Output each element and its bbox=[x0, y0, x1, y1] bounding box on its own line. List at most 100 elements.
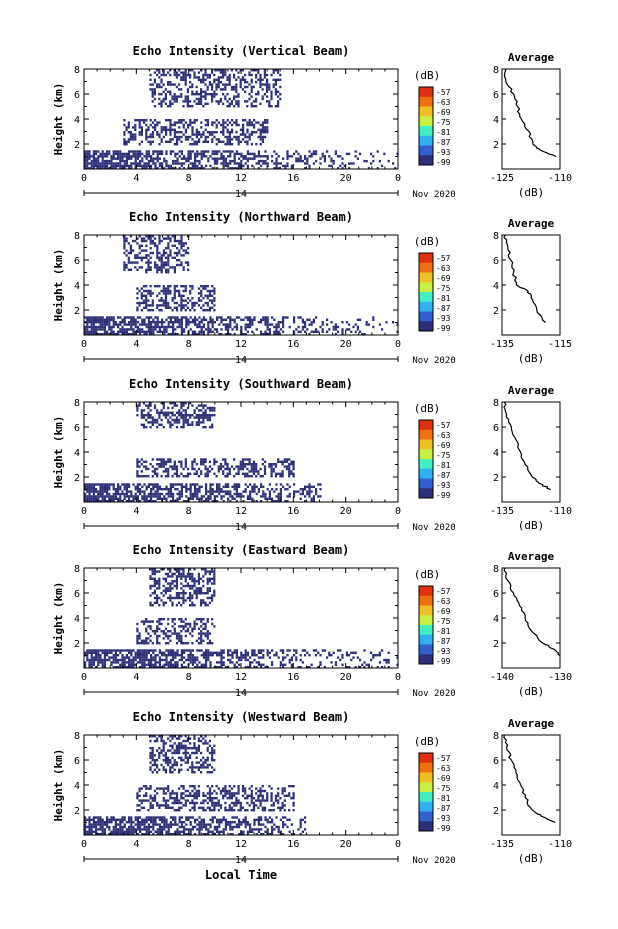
heatmap-cell bbox=[156, 418, 159, 422]
heatmap-cell bbox=[198, 325, 201, 329]
heatmap-cell bbox=[171, 235, 174, 238]
heatmap-cell bbox=[226, 128, 229, 131]
heatmap-cell bbox=[184, 299, 187, 302]
heatmap-cell bbox=[95, 330, 98, 333]
heatmap-cell bbox=[211, 88, 214, 91]
heatmap-cell bbox=[184, 580, 187, 583]
heatmap-cell bbox=[88, 821, 91, 824]
heatmap-cell bbox=[160, 423, 163, 426]
heatmap-cell bbox=[235, 167, 238, 170]
x-tick-label: 8 bbox=[186, 173, 192, 184]
heatmap-cell bbox=[123, 164, 126, 168]
heatmap-cell bbox=[180, 426, 183, 429]
heatmap-cell bbox=[125, 157, 128, 160]
heatmap-cell bbox=[84, 333, 87, 336]
y-tick-label: 2 bbox=[74, 473, 80, 484]
heatmap-cell bbox=[242, 157, 245, 160]
colorbar-band bbox=[419, 301, 433, 312]
heatmap-cell bbox=[167, 823, 170, 826]
heatmap-cell bbox=[211, 85, 214, 89]
heatmap-cell bbox=[86, 328, 89, 331]
heatmap-cell bbox=[134, 492, 137, 496]
heatmap-cell bbox=[200, 95, 203, 98]
heatmap-cell bbox=[101, 164, 104, 168]
heatmap-cell bbox=[125, 500, 128, 503]
panel-4: Echo Intensity (Eastward Beam)2468Height… bbox=[52, 543, 572, 699]
heatmap-cell bbox=[312, 162, 315, 165]
heatmap-cell bbox=[240, 492, 243, 496]
heatmap-cell bbox=[187, 251, 190, 255]
heatmap-cell bbox=[130, 495, 133, 498]
heatmap-cell bbox=[253, 649, 256, 652]
heatmap-cell bbox=[139, 661, 142, 664]
heatmap-cell bbox=[261, 126, 264, 129]
heatmap-cell bbox=[180, 406, 183, 410]
heatmap-cell bbox=[149, 587, 152, 590]
heatmap-cell bbox=[101, 152, 104, 156]
heatmap-cell bbox=[108, 497, 111, 500]
heatmap-cell bbox=[264, 818, 267, 821]
heatmap-cell bbox=[198, 159, 201, 163]
heatmap-cell bbox=[154, 242, 157, 245]
heatmap-cell bbox=[332, 162, 335, 165]
heatmap-cell bbox=[99, 164, 102, 168]
heatmap-cell bbox=[128, 490, 131, 493]
heatmap-cell bbox=[279, 73, 282, 77]
heatmap-cell bbox=[211, 622, 214, 626]
heatmap-cell bbox=[233, 467, 236, 471]
heatmap-cell bbox=[138, 123, 141, 127]
heatmap-cell bbox=[193, 121, 196, 124]
heatmap-cell bbox=[277, 825, 280, 829]
heatmap-cell bbox=[268, 465, 271, 468]
heatmap-cell bbox=[208, 596, 211, 600]
heatmap-cell bbox=[301, 321, 304, 324]
heatmap-cell bbox=[228, 470, 231, 473]
heatmap-cell bbox=[145, 620, 148, 623]
x-tick-label: 0 bbox=[81, 506, 87, 517]
heatmap-cell bbox=[178, 632, 181, 635]
heatmap-cell bbox=[90, 495, 93, 498]
heatmap-cell bbox=[185, 658, 188, 662]
heatmap-cell bbox=[180, 119, 183, 122]
heatmap-cell bbox=[213, 825, 216, 829]
heatmap-cell bbox=[217, 78, 220, 81]
heatmap-cell bbox=[165, 263, 168, 267]
heatmap-cell bbox=[162, 463, 165, 466]
heatmap-cell bbox=[123, 242, 126, 245]
heatmap-cell bbox=[175, 577, 178, 580]
heatmap-cell bbox=[230, 465, 234, 468]
heatmap-cell bbox=[147, 237, 150, 240]
heatmap-cell bbox=[90, 485, 93, 488]
heatmap-cell bbox=[275, 328, 278, 331]
heatmap-cell bbox=[241, 88, 244, 91]
heatmap-cell bbox=[217, 76, 220, 79]
heatmap-cell bbox=[385, 321, 388, 324]
heatmap-cell bbox=[304, 325, 307, 329]
heatmap-cell bbox=[202, 495, 205, 498]
heatmap-cell bbox=[233, 155, 236, 158]
heatmap-cell bbox=[158, 604, 161, 607]
heatmap-cell bbox=[315, 654, 318, 657]
heatmap-cell bbox=[169, 119, 172, 122]
heatmap-cell bbox=[88, 816, 91, 819]
heatmap-cell bbox=[191, 663, 194, 666]
heatmap-cell bbox=[95, 828, 98, 831]
heatmap-cell bbox=[150, 654, 153, 657]
heatmap-cell bbox=[217, 102, 220, 105]
heatmap-cell bbox=[95, 150, 98, 153]
heatmap-cell bbox=[341, 162, 344, 165]
heatmap-cell bbox=[208, 570, 211, 573]
heatmap-cell bbox=[186, 73, 189, 77]
heatmap-cell bbox=[244, 490, 247, 493]
heatmap-cell bbox=[176, 239, 179, 243]
average-y-tick-label: 4 bbox=[493, 115, 499, 126]
heatmap-cell bbox=[141, 654, 144, 657]
heatmap-cell bbox=[196, 483, 199, 486]
heatmap-cell bbox=[90, 167, 93, 170]
heatmap-cell bbox=[147, 159, 150, 163]
heatmap-cell bbox=[114, 152, 117, 156]
heatmap-cell bbox=[167, 237, 170, 240]
heatmap-cell bbox=[257, 651, 260, 654]
heatmap-cell bbox=[215, 88, 218, 91]
average-x-tick-label: -130 bbox=[548, 672, 572, 683]
